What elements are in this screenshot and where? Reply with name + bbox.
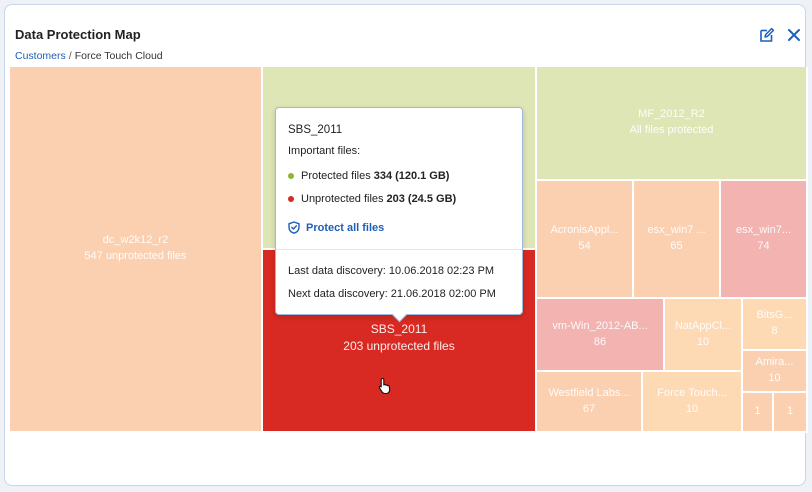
treemap-cell-esx-win7-b[interactable]: esx_win7... 74 bbox=[721, 181, 808, 299]
protected-files-label: Protected files bbox=[301, 170, 371, 182]
cell-name: Force Touch... bbox=[657, 386, 727, 399]
treemap-cell-force-touch[interactable]: Force Touch... 10 bbox=[643, 372, 743, 433]
treemap-cell-vm-win-2012-ab[interactable]: vm-Win_2012-AB... 86 bbox=[537, 299, 665, 372]
cell-count: All files protected bbox=[629, 124, 714, 136]
unprotected-files-size: (24.5 GB) bbox=[407, 193, 457, 205]
protected-files-row: Protected files 334 (120.1 GB) bbox=[288, 170, 452, 182]
protected-files-count: 334 bbox=[373, 170, 393, 182]
hand-cursor-icon bbox=[378, 377, 392, 400]
breadcrumb-separator: / bbox=[68, 50, 72, 62]
cell-count: 65 bbox=[670, 240, 683, 252]
treemap-tooltip: SBS_2011 Important files: Protected file… bbox=[275, 107, 523, 315]
close-button[interactable] bbox=[786, 27, 802, 43]
next-data-discovery: Next data discovery: 21.06.2018 02:00 PM bbox=[288, 288, 496, 300]
cell-name: NatAppCl... bbox=[674, 319, 732, 332]
treemap-cell-amira[interactable]: Amira... 10 bbox=[743, 351, 808, 393]
protect-all-files-link[interactable]: Protect all files bbox=[288, 221, 384, 234]
treemap-cell-westfield-labs[interactable]: Westfield Labs... 67 bbox=[537, 372, 643, 433]
shield-icon bbox=[288, 221, 300, 234]
cell-name: AcronisAppl... bbox=[550, 224, 619, 237]
cell-name: BitsG... bbox=[756, 309, 793, 322]
unprotected-files-label: Unprotected files bbox=[301, 193, 384, 205]
cell-count: 10 bbox=[696, 335, 710, 348]
unprotected-files-row: Unprotected files 203 (24.5 GB) bbox=[288, 193, 459, 205]
cell-count: 1 bbox=[754, 405, 761, 418]
cell-name: Westfield Labs... bbox=[548, 386, 630, 399]
breadcrumb-customers-link[interactable]: Customers bbox=[15, 50, 66, 62]
cell-count: 547 unprotected files bbox=[84, 250, 187, 262]
cell-name: MF_2012_R2 bbox=[638, 108, 705, 121]
breadcrumb-current: Force Touch Cloud bbox=[74, 50, 163, 62]
edit-button[interactable] bbox=[759, 27, 775, 43]
tooltip-title: SBS_2011 bbox=[288, 124, 343, 136]
cell-name: dc_w2k12_r2 bbox=[102, 234, 169, 247]
cell-count: 1 bbox=[786, 405, 794, 418]
unprotected-files-count: 203 bbox=[386, 193, 405, 205]
protect-all-files-label: Protect all files bbox=[306, 221, 385, 234]
unprotected-status-dot bbox=[288, 196, 294, 202]
page-title: Data Protection Map bbox=[15, 27, 141, 42]
cell-count: 10 bbox=[685, 402, 699, 415]
treemap-cell-mf-2012-r2[interactable]: MF_2012_R2 All files protected bbox=[537, 67, 808, 181]
breadcrumb: Customers / Force Touch Cloud bbox=[15, 50, 163, 62]
treemap-cell-small-a[interactable]: 1 bbox=[743, 393, 774, 433]
protected-status-dot bbox=[288, 173, 294, 179]
tooltip-subtitle: Important files: bbox=[288, 145, 361, 157]
cell-count: 203 unprotected files bbox=[343, 339, 455, 354]
cell-name: vm-Win_2012-AB... bbox=[552, 319, 648, 332]
treemap-cell-bitsg[interactable]: BitsG... 8 bbox=[743, 299, 808, 351]
cell-count: 86 bbox=[593, 335, 607, 348]
close-icon bbox=[788, 29, 800, 41]
tooltip-divider bbox=[276, 249, 522, 250]
cell-name: SBS_2011 bbox=[370, 322, 428, 336]
cell-count: 8 bbox=[771, 325, 778, 337]
cell-count: 74 bbox=[757, 240, 770, 252]
cell-name: esx_win7 ... bbox=[647, 224, 706, 237]
treemap-cell-esx-win7-a[interactable]: esx_win7 ... 65 bbox=[634, 181, 721, 299]
cell-name: esx_win7... bbox=[735, 224, 792, 237]
treemap-cell-natappcl[interactable]: NatAppCl... 10 bbox=[665, 299, 743, 372]
protected-files-size: (120.1 GB) bbox=[395, 170, 450, 182]
edit-icon bbox=[760, 27, 775, 42]
treemap-cell-dc-w2k12-r2[interactable]: dc_w2k12_r2 547 unprotected files bbox=[10, 67, 263, 433]
treemap-cell-small-b[interactable]: 1 bbox=[774, 393, 808, 433]
cell-name: Amira... bbox=[755, 356, 794, 369]
cell-count: 10 bbox=[768, 372, 781, 384]
last-data-discovery: Last data discovery: 10.06.2018 02:23 PM bbox=[288, 265, 495, 277]
treemap-cell-acronisappl[interactable]: AcronisAppl... 54 bbox=[537, 181, 634, 299]
cell-count: 54 bbox=[578, 240, 591, 252]
cell-count: 67 bbox=[582, 402, 596, 415]
